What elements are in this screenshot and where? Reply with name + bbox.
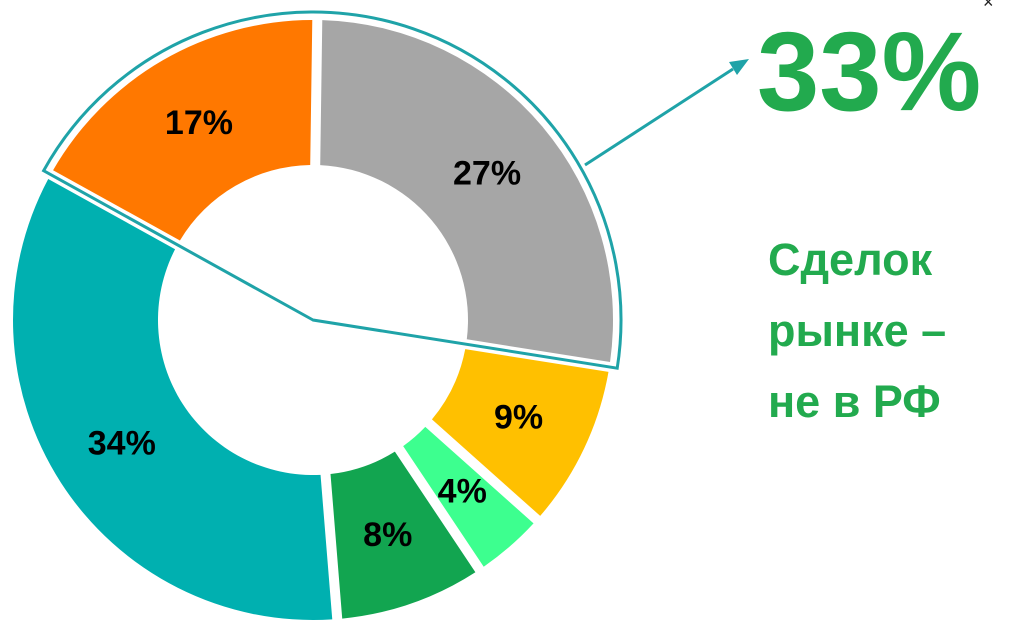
slice-label: 34% bbox=[88, 424, 156, 462]
slice-9pct bbox=[431, 349, 609, 516]
donut-labels: 17% 27% 9%4% 8% 34% bbox=[88, 104, 543, 554]
donut-slices bbox=[13, 20, 614, 620]
highlight-percent: 33% bbox=[757, 9, 982, 134]
slice-label: 4% bbox=[438, 473, 487, 511]
callout-arrow bbox=[584, 59, 749, 167]
slice-label: 8% bbox=[363, 516, 412, 554]
callout-outline bbox=[41, 10, 623, 370]
callout-arrow-head bbox=[729, 59, 749, 75]
slice-label: 17% bbox=[165, 104, 233, 142]
highlight-caption: Сделок рынке – не в РФ bbox=[768, 234, 947, 427]
slice-8pct bbox=[330, 451, 476, 619]
slice-17pct bbox=[53, 20, 313, 241]
slice-34pct bbox=[13, 178, 333, 620]
slice-label: 27% bbox=[453, 154, 521, 192]
slice-4pct bbox=[403, 426, 534, 567]
close-icon: × bbox=[983, 0, 994, 12]
slice-label: 9% bbox=[494, 398, 543, 436]
callout-arrow-line bbox=[584, 67, 734, 167]
slice-27pct bbox=[320, 20, 614, 362]
